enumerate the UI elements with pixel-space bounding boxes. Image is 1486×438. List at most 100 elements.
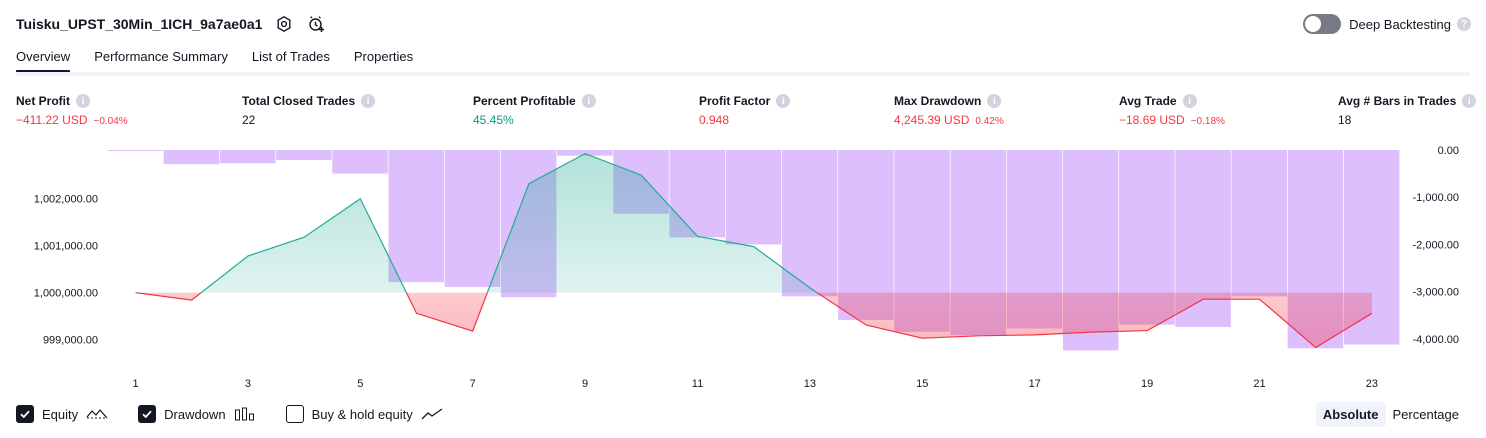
drawdown-bar	[1231, 150, 1287, 297]
stat-profit-factor: Profit Factor i 0.948	[699, 94, 791, 127]
legend-equity[interactable]: Equity	[16, 405, 108, 423]
drawdown-bar	[107, 150, 163, 151]
equity-loss-area	[135, 292, 1372, 348]
info-icon[interactable]: i	[1182, 94, 1197, 108]
drawdown-bar	[276, 150, 332, 160]
right-axis-tick: -3,000.00	[1413, 287, 1459, 299]
drawdown-bar	[838, 150, 894, 320]
tab-overview[interactable]: Overview	[16, 46, 71, 73]
deep-backtesting-label: Deep Backtesting	[1349, 16, 1451, 32]
stat-value: 4,245.39 USD	[894, 113, 970, 127]
equity-line-profit	[135, 152, 819, 293]
info-icon[interactable]: i	[1462, 94, 1477, 108]
drawdown-bar	[781, 150, 838, 297]
stat-label: Percent Profitable	[473, 94, 576, 108]
stat-percent-profitable: Percent Profitable i 45.45%	[473, 94, 596, 127]
right-axis-tick: -2,000.00	[1413, 239, 1459, 251]
equity-drawdown-chart[interactable]: 1,002,000.00 1,001,000.00 1,000,000.00 999,…	[0, 140, 1486, 396]
stat-label: Avg Trade	[1119, 94, 1177, 108]
x-axis-tick: 9	[582, 378, 588, 390]
stat-max-drawdown: Max Drawdown i 4,245.39 USD 0.42%	[894, 94, 1004, 127]
x-axis: 1 3 5 7 9 11 13 15 17 19 21 23	[132, 378, 1378, 390]
stat-label: Avg # Bars in Trades	[1338, 94, 1457, 108]
drawdown-bar	[219, 150, 276, 164]
left-axis-tick: 1,001,000.00	[34, 241, 98, 253]
chart-legend: Equity Drawdown Buy & hold equity	[16, 403, 473, 425]
legend-label: Drawdown	[164, 406, 226, 422]
drawdown-bar	[163, 150, 220, 165]
left-axis-tick: 999,000.00	[43, 335, 98, 347]
trend-line-icon	[421, 407, 443, 421]
stat-avg-bars-in-trades: Avg # Bars in Trades i 18	[1338, 94, 1477, 127]
info-icon[interactable]: i	[361, 94, 376, 108]
info-icon[interactable]: i	[776, 94, 791, 108]
percentage-mode-button[interactable]: Percentage	[1392, 407, 1460, 422]
equity-series	[135, 152, 1373, 349]
legend-label: Equity	[42, 406, 79, 422]
stat-net-profit: Net Profit i −411.22 USD −0.04%	[16, 94, 128, 127]
stat-value: 45.45%	[473, 113, 514, 127]
deep-backtesting-toggle[interactable]	[1303, 14, 1342, 34]
stat-value: −411.22 USD	[16, 113, 88, 127]
add-alert-icon[interactable]	[306, 14, 326, 34]
stat-percent: −0.18%	[1190, 116, 1225, 127]
stat-percent: −0.04%	[93, 116, 128, 127]
stat-value: 18	[1338, 113, 1352, 127]
equity-line-icon	[86, 407, 108, 421]
drawdown-bar	[332, 150, 388, 174]
x-axis-tick: 15	[916, 378, 928, 390]
deep-backtesting-control: Deep Backtesting ?	[1303, 13, 1471, 35]
stat-label: Net Profit	[16, 94, 70, 108]
stat-value: 0.948	[699, 113, 730, 127]
toggle-knob	[1305, 16, 1322, 32]
equity-checkbox[interactable]	[16, 405, 34, 423]
drawdown-bar	[725, 150, 782, 245]
x-axis-tick: 1	[132, 378, 138, 390]
stat-label: Max Drawdown	[894, 94, 982, 108]
right-axis: 0.00 -1,000.00 -2,000.00 -3,000.00 -4,000.00	[1413, 145, 1459, 346]
stat-percent: 0.42%	[975, 116, 1004, 127]
left-axis-tick: 1,000,000.00	[34, 288, 98, 300]
tab-bar: Overview Performance Summary List of Tra…	[16, 46, 437, 73]
info-icon[interactable]: i	[581, 94, 596, 108]
equity-line-loss	[135, 292, 1373, 349]
x-axis-tick: 11	[692, 378, 703, 390]
x-axis-tick: 13	[804, 378, 816, 390]
settings-gear-icon[interactable]	[274, 14, 294, 34]
drawdown-checkbox[interactable]	[138, 405, 157, 423]
legend-drawdown[interactable]: Drawdown	[138, 405, 255, 423]
x-axis-tick: 21	[1253, 378, 1265, 390]
x-axis-tick: 23	[1366, 378, 1378, 390]
left-axis: 1,002,000.00 1,001,000.00 1,000,000.00 999,…	[34, 194, 98, 347]
drawdown-bars-icon	[234, 407, 256, 421]
scale-mode-toggle: Absolute Percentage	[1315, 402, 1466, 427]
stat-value: −18.69 USD	[1119, 113, 1185, 127]
tab-list-of-trades[interactable]: List of Trades	[251, 49, 330, 64]
strategy-title: Tuisku_UPST_30Min_1ICH_9a7ae0a1	[16, 16, 263, 32]
stat-total-closed-trades: Total Closed Trades i 22	[242, 94, 376, 127]
tab-properties[interactable]: Properties	[353, 49, 414, 64]
drawdown-bar	[444, 150, 501, 287]
tab-performance-summary[interactable]: Performance Summary	[94, 49, 228, 64]
equity-profit-area	[135, 153, 1372, 293]
x-axis-tick: 5	[357, 378, 363, 390]
x-axis-tick: 3	[245, 378, 251, 390]
stat-label: Total Closed Trades	[242, 94, 356, 108]
right-axis-tick: -4,000.00	[1413, 334, 1459, 346]
buy-hold-checkbox[interactable]	[285, 405, 304, 423]
help-icon[interactable]: ?	[1457, 17, 1471, 31]
drawdown-bar	[557, 150, 613, 156]
info-icon[interactable]: i	[987, 94, 1002, 108]
info-icon[interactable]: i	[76, 94, 90, 108]
absolute-mode-button[interactable]: Absolute	[1315, 402, 1386, 427]
legend-label: Buy & hold equity	[311, 406, 413, 422]
right-axis-tick: -1,000.00	[1413, 192, 1459, 204]
stat-value: 22	[242, 113, 256, 127]
left-axis-tick: 1,002,000.00	[34, 194, 98, 206]
x-axis-tick: 19	[1141, 378, 1153, 390]
right-axis-tick: 0.00	[1438, 145, 1459, 157]
strategy-header: Tuisku_UPST_30Min_1ICH_9a7ae0a1	[16, 12, 326, 36]
x-axis-tick: 7	[470, 378, 476, 390]
legend-buy-hold-equity[interactable]: Buy & hold equity	[285, 405, 443, 423]
drawdown-bar	[388, 150, 444, 283]
